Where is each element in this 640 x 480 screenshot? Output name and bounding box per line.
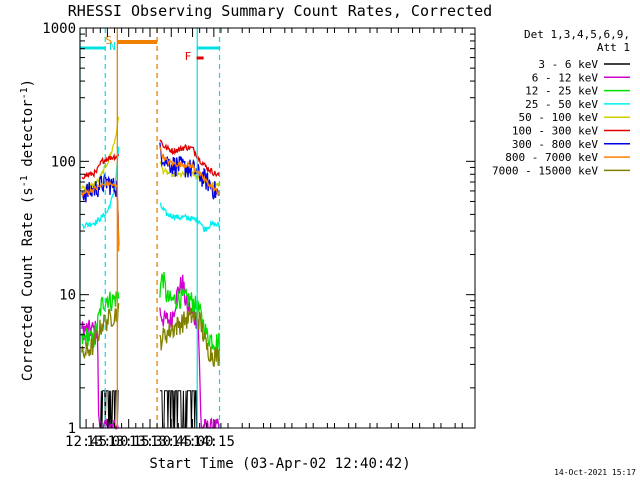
y-axis-label-part2: detector [20,99,36,175]
legend-entry-label: 7000 - 15000 keV [492,164,598,177]
chart-title: RHESSI Observing Summary Count Rates, Co… [68,2,492,20]
series-line-segment [81,291,120,350]
y-axis-label-part1: Corrected Count Rate (s [20,187,36,381]
y-tick-label: 10 [59,288,76,304]
plot-area: NS F [79,27,476,431]
y-axis: 1 10 100 1000 [42,21,475,437]
x-tick-label: 12:45 [65,434,107,450]
series-line-segment [159,145,221,197]
series-7000-15000-kev [81,303,221,367]
flare-label: F [185,50,192,63]
night-label: N [109,40,116,53]
series-12-25-kev [81,271,221,353]
x-axis-label: Start Time (03-Apr-02 12:40:42) [149,456,410,472]
series-line-segment [159,139,221,178]
y-axis-label: Corrected Count Rate (s-1 detector-1) [19,79,37,381]
generation-timestamp: 14-Oct-2021 15:17 [554,468,636,477]
series-100-300-kev [81,139,221,180]
y-tick-label: 1 [68,421,76,437]
x-tick-label: 14:00 [171,434,213,450]
series-line-segment [159,307,221,367]
y-tick-label: 1000 [42,21,76,37]
x-tick-label: 13:30 [129,434,171,450]
legend-entry-label: 100 - 300 keV [512,125,598,138]
series-3-6-kev [81,390,220,429]
y-axis-label-sup2: -1 [19,87,30,99]
legend-entry-label: 3 - 6 keV [538,58,598,71]
series-50-100-kev [81,116,220,193]
y-axis-label-sup1: -1 [19,175,30,187]
legend-title-line1: Det 1,3,4,5,6,9, [524,28,630,41]
legend-entry-label: 6 - 12 keV [532,71,599,84]
x-tick-label: 13:45 [150,434,192,450]
series-800-7000-kev [81,145,221,252]
legend-entry-label: 50 - 100 keV [519,111,599,124]
y-tick-label: 100 [51,154,76,170]
series-line-segment [159,202,221,233]
legend-title-line2: Att 1 [597,41,630,54]
legend-entry-label: 12 - 25 keV [525,85,598,98]
series-line-segment [81,152,120,180]
series-line-segment [81,173,120,246]
legend-entry-label: 25 - 50 keV [525,98,598,111]
x-tick-label: 13:15 [108,434,150,450]
series-line-segment [159,271,221,353]
legend-entry-label: 300 - 800 keV [512,138,598,151]
legend-entry-label: 800 - 7000 keV [505,151,598,164]
y-axis-label-part3: ) [20,79,36,87]
series-line-segment [81,303,120,360]
series-line-segment [81,146,120,230]
series-line-segment [81,180,120,252]
x-tick-label: 14:15 [193,434,235,450]
plot-frame [79,27,476,429]
series-25-50-kev [81,146,221,233]
x-tick-label: 13:00 [86,434,128,450]
saa-label: S [105,34,112,47]
